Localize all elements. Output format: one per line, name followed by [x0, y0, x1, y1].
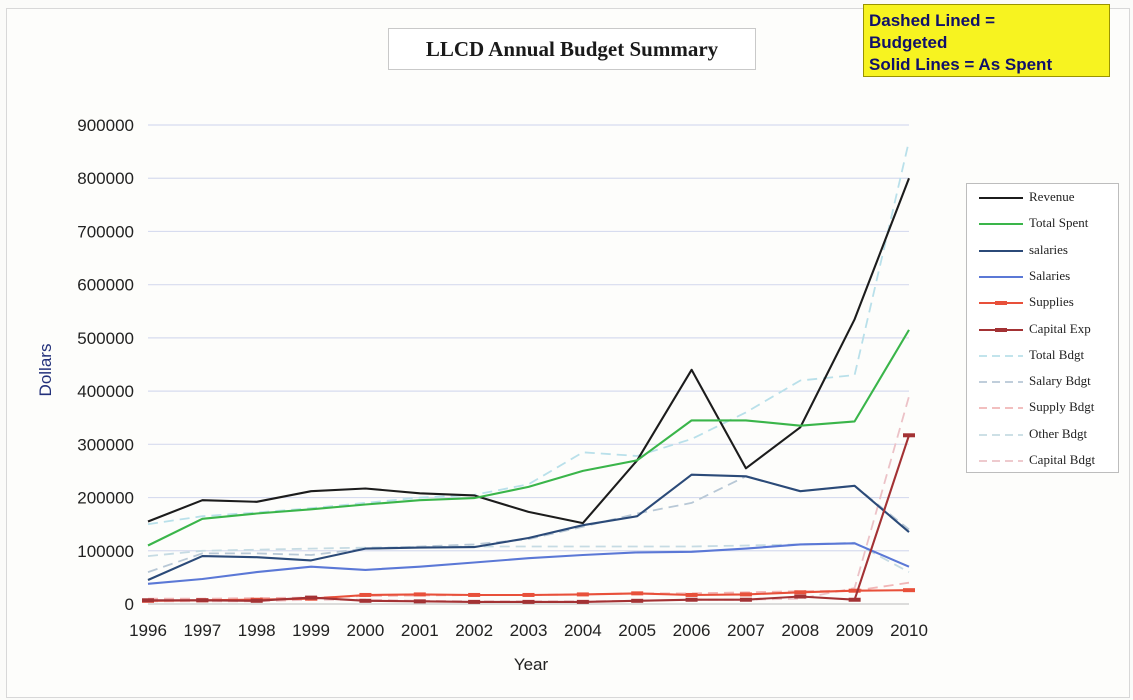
y-tick-label: 800000: [77, 169, 134, 188]
x-tick-label: 2003: [510, 621, 548, 640]
y-tick-label: 500000: [77, 329, 134, 348]
legend: Revenue Total Spent salaries Salaries Suppli…: [966, 183, 1119, 473]
legend-swatch: [979, 301, 1023, 306]
legend-swatch: [979, 381, 1023, 383]
y-tick-label: 300000: [77, 435, 134, 454]
x-tick-labels: 1996 1997 1998 1999 2000 2001 2002 2003 2004 2005…: [129, 621, 928, 640]
x-tick-label: 2008: [781, 621, 819, 640]
budget-series-group: [147, 140, 910, 603]
x-tick-label: 1997: [183, 621, 221, 640]
series-line-capital-exp: [148, 434, 910, 603]
legend-item: Supplies: [967, 292, 1118, 312]
chart-title: LLCD Annual Budget Summary: [388, 28, 756, 70]
legend-swatch: [979, 223, 1023, 226]
x-tick-label: 2004: [564, 621, 602, 640]
y-tick-label: 100000: [77, 542, 134, 561]
series-line-total-spent: [147, 329, 910, 547]
y-tick-label: 0: [125, 595, 134, 614]
legend-item: salaries: [967, 240, 1118, 260]
legend-swatch: [979, 460, 1023, 462]
x-tick-label: 1996: [129, 621, 167, 640]
legend-item: Other Bdgt: [967, 424, 1118, 444]
legend-item: Capital Bdgt: [967, 450, 1118, 470]
legend-item: Total Spent: [967, 213, 1118, 233]
legend-swatch: [979, 196, 1023, 200]
legend-swatch: [979, 327, 1023, 332]
legend-label: salaries: [1029, 241, 1068, 257]
x-tick-label: 1998: [238, 621, 276, 640]
x-tick-label: 2000: [347, 621, 385, 640]
series-line-salaries: [147, 473, 910, 581]
series-line-revenue: [147, 177, 910, 525]
y-tick-label: 400000: [77, 382, 134, 401]
legend-item: Capital Exp: [967, 319, 1118, 339]
spent-series-group: [142, 177, 915, 604]
x-tick-label: 2006: [673, 621, 711, 640]
legend-label: Other Bdgt: [1029, 425, 1088, 441]
legend-label: Salary Bdgt: [1029, 373, 1091, 389]
legend-swatch: [979, 354, 1023, 357]
legend-label: Capital Bdgt: [1029, 452, 1096, 467]
y-tick-label: 200000: [77, 489, 134, 508]
x-tick-label: 2007: [727, 621, 765, 640]
series-line-total-bdgt: [147, 140, 910, 526]
legend-label: Supply Bdgt: [1029, 399, 1095, 415]
y-tick-label: 600000: [77, 276, 134, 295]
legend-note-box: Dashed Lined = Budgeted Solid Lines = As…: [863, 4, 1110, 77]
legend-swatch: [979, 433, 1023, 436]
legend-swatch: [979, 407, 1023, 410]
series-line-salaries: [147, 542, 910, 585]
x-tick-label: 2001: [401, 621, 439, 640]
chart-area: [6, 8, 1130, 698]
legend-swatch: [979, 249, 1023, 252]
legend-label: Total Bdgt: [1029, 346, 1085, 362]
y-tick-label: 700000: [77, 222, 134, 241]
x-axis-label: Year: [514, 655, 549, 674]
legend-item: Total Bdgt: [967, 345, 1118, 365]
gridlines: [148, 124, 909, 605]
legend-label: Revenue: [1029, 189, 1075, 204]
legend-label: Salaries: [1029, 267, 1071, 283]
x-tick-label: 2005: [618, 621, 656, 640]
note-line-2: Budgeted: [869, 33, 948, 52]
legend-item: Revenue: [967, 187, 1118, 207]
legend-label: Total Spent: [1029, 215, 1089, 231]
y-tick-labels: 0 100000 200000 300000 400000 500000 600000 700…: [77, 116, 134, 614]
legend-label: Capital Exp: [1029, 320, 1091, 336]
y-axis-label: Dollars: [36, 344, 55, 397]
x-tick-label: 2010: [890, 621, 928, 640]
legend-item: Salaries: [967, 266, 1118, 286]
legend-item: Supply Bdgt: [967, 397, 1118, 417]
x-tick-label: 2009: [836, 621, 874, 640]
x-tick-label: 2002: [455, 621, 493, 640]
legend-item: Salary Bdgt: [967, 371, 1118, 391]
note-line-3: Solid Lines = As Spent: [869, 55, 1053, 74]
note-line-1: Dashed Lined =: [869, 11, 996, 30]
y-tick-label: 900000: [77, 116, 134, 135]
x-tick-label: 1999: [292, 621, 330, 640]
legend-label: Supplies: [1029, 294, 1074, 310]
legend-swatch: [979, 275, 1023, 278]
